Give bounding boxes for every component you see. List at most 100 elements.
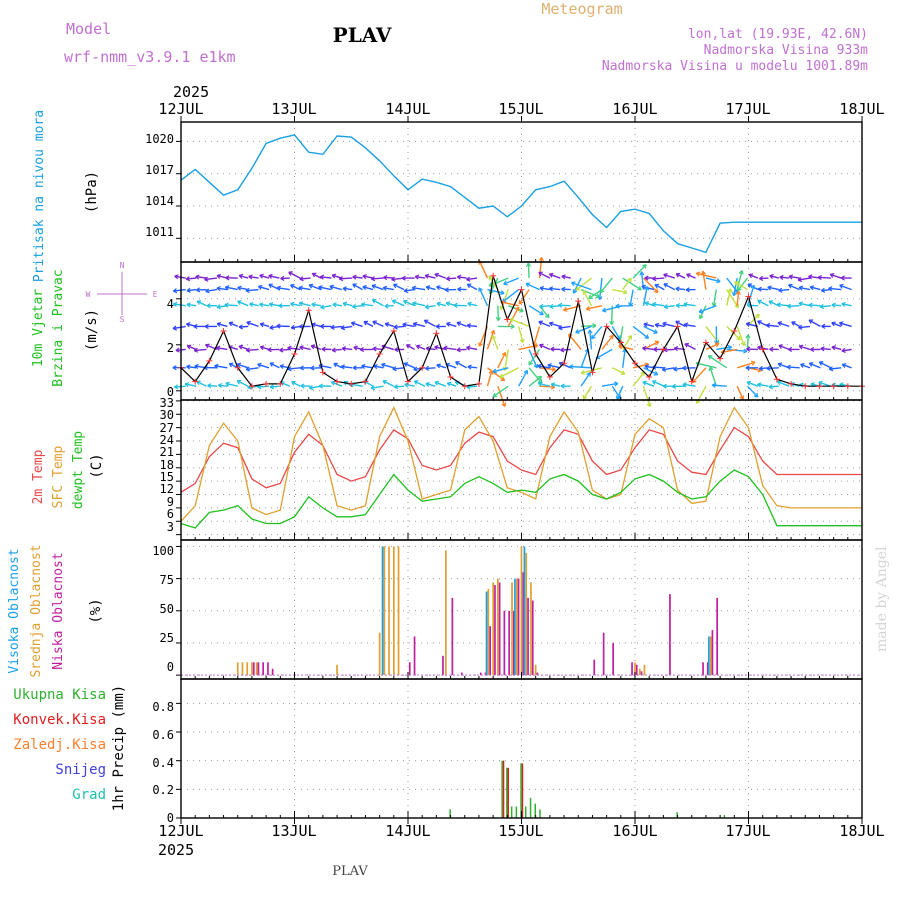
wind-arrow xyxy=(503,277,519,285)
cloud-low-bar xyxy=(498,582,501,676)
wind-arrow xyxy=(248,275,259,279)
wind-arrow-head xyxy=(654,284,658,289)
wind-arrow-head xyxy=(172,328,177,331)
wind-arrow-head xyxy=(466,324,471,329)
wind-arrow-head xyxy=(195,276,200,280)
wind-arrow xyxy=(269,362,280,369)
wind-arrow xyxy=(333,362,343,369)
wind-arrow-head xyxy=(384,323,389,327)
wind-arrow-head xyxy=(382,287,387,291)
wind-arrow xyxy=(371,385,384,389)
wind-arrow-head xyxy=(820,348,825,352)
wind-arrow xyxy=(629,289,634,307)
wind-arrow xyxy=(467,324,478,328)
wind-arrow xyxy=(569,365,592,369)
wind-arrow-head xyxy=(656,288,659,293)
cloud-mid-bar xyxy=(393,546,395,676)
cloud-high-bar xyxy=(708,636,710,676)
cloud-mid-bar xyxy=(397,546,400,676)
wind-arrow-head xyxy=(225,382,230,387)
precip-total-bar xyxy=(510,806,513,818)
wind-arrow xyxy=(216,287,228,291)
wind-arrow xyxy=(507,306,520,327)
wind-arrow xyxy=(582,385,593,400)
wind-arrow-head xyxy=(673,368,678,372)
wind-arrow-head xyxy=(769,348,774,352)
wind-arrow xyxy=(547,364,561,369)
cloud-low-bar xyxy=(669,594,671,676)
pressure-frame xyxy=(180,121,863,263)
wind-arrow-head xyxy=(340,327,346,331)
wind-arrow-head xyxy=(403,362,407,367)
wind-arrow-head xyxy=(338,278,344,282)
wind-arrow xyxy=(478,260,489,279)
wind-arrow xyxy=(245,288,259,292)
wind-arrow-head xyxy=(467,366,472,370)
wind-arrow-head xyxy=(538,256,543,261)
wind-arrow xyxy=(712,384,727,387)
time-tick-top: 16JUL xyxy=(612,100,657,118)
wind-arrow-head xyxy=(228,363,232,368)
pressure-unit: (hPa) xyxy=(84,171,100,213)
wind-arrow xyxy=(394,385,405,388)
wind-arrow-head xyxy=(787,305,792,309)
wind-arrow-head xyxy=(673,347,678,352)
precip-legend: Ukupna Kisa Konvek.Kisa Zaledj.Kisa Snij… xyxy=(13,687,106,803)
wind-arrow xyxy=(225,286,238,291)
cloud-low-bar xyxy=(451,597,454,676)
temp-tick-label: 15 xyxy=(160,470,174,484)
wind-arrow xyxy=(457,276,467,279)
wind-frame xyxy=(180,261,863,401)
wind-arrow-head xyxy=(453,304,458,308)
wind-arrow xyxy=(276,287,290,291)
wind-arrow-head xyxy=(573,290,578,294)
cloud-tick-label: 75 xyxy=(160,573,174,587)
wind-arrow-head xyxy=(653,348,658,352)
temp-title-2: SFC Temp xyxy=(51,446,66,509)
wind-arrow xyxy=(652,380,665,387)
wind-arrow xyxy=(692,367,707,383)
wind-arrow xyxy=(611,385,622,400)
wind-arrow xyxy=(642,385,651,407)
cloud-low-bar xyxy=(262,662,264,676)
wind-arrow-head xyxy=(497,316,501,321)
wind-arrow xyxy=(320,276,332,279)
wind-arrow xyxy=(528,375,542,387)
wind-arrow xyxy=(434,273,447,279)
wind-arrow-head xyxy=(329,285,334,290)
wind-arrow-head xyxy=(216,275,221,279)
wind-arrow-head xyxy=(569,366,574,370)
wind-arrow-head xyxy=(638,285,642,291)
wind-arrow xyxy=(601,382,619,387)
wind-arrow-head xyxy=(268,284,272,289)
wind-arrow-head xyxy=(352,276,357,280)
wind-arrow xyxy=(361,365,374,369)
wind-arrow-head xyxy=(547,364,552,369)
wind-arrow-head xyxy=(563,309,568,312)
wind-arrow-head xyxy=(733,292,737,297)
wind-arrow xyxy=(560,348,571,351)
temp-unit: (C) xyxy=(89,453,105,478)
wind-arrow xyxy=(414,380,426,387)
wind-arrow-head xyxy=(236,363,241,368)
precip-total-bar xyxy=(534,803,536,818)
wind-arrow-head xyxy=(839,322,843,327)
wind-arrow-head xyxy=(268,303,273,308)
wind-arrow-head xyxy=(686,273,690,278)
wind-arrow-head xyxy=(671,385,676,389)
wind-arrow xyxy=(821,288,831,292)
wind-arrow-head xyxy=(644,286,648,290)
wind-arrow xyxy=(173,303,186,307)
wind-arrow xyxy=(424,319,436,328)
wind-arrow-head xyxy=(609,334,614,338)
wind-arrow-head xyxy=(759,278,764,282)
wind-arrow xyxy=(787,366,800,369)
wind-arrow-head xyxy=(425,347,430,352)
wind-arrow-head xyxy=(568,334,570,339)
time-tick-top: 13JUL xyxy=(271,100,316,118)
wind-arrow xyxy=(798,286,811,291)
wind-arrow xyxy=(342,287,353,291)
wind-unit: (m/s) xyxy=(84,309,100,351)
wind-arrow-head xyxy=(778,289,783,293)
time-tick-bottom: 16JUL xyxy=(612,822,657,840)
